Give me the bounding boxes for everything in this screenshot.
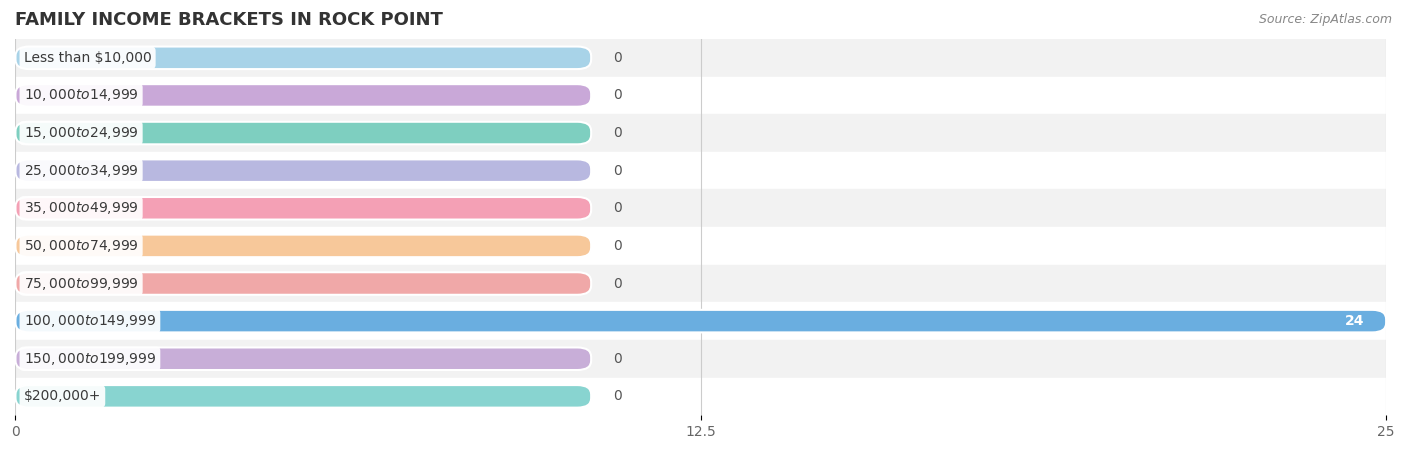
FancyBboxPatch shape — [15, 272, 591, 295]
Text: 0: 0 — [613, 239, 621, 253]
FancyBboxPatch shape — [15, 385, 591, 408]
Bar — [15, 152, 1386, 189]
Text: $25,000 to $34,999: $25,000 to $34,999 — [24, 162, 138, 179]
Text: 0: 0 — [613, 352, 621, 366]
Text: $150,000 to $199,999: $150,000 to $199,999 — [24, 351, 156, 367]
Text: 0: 0 — [613, 164, 621, 178]
Text: FAMILY INCOME BRACKETS IN ROCK POINT: FAMILY INCOME BRACKETS IN ROCK POINT — [15, 11, 443, 29]
Bar — [15, 340, 1386, 378]
FancyBboxPatch shape — [15, 197, 591, 220]
FancyBboxPatch shape — [15, 122, 591, 144]
Text: 0: 0 — [613, 51, 621, 65]
Text: 0: 0 — [613, 276, 621, 291]
Text: 0: 0 — [613, 389, 621, 403]
FancyBboxPatch shape — [15, 310, 1386, 333]
Bar — [15, 227, 1386, 265]
Bar — [15, 76, 1386, 114]
Text: 0: 0 — [613, 126, 621, 140]
Text: Source: ZipAtlas.com: Source: ZipAtlas.com — [1258, 14, 1392, 27]
Bar — [15, 189, 1386, 227]
Text: $100,000 to $149,999: $100,000 to $149,999 — [24, 313, 156, 329]
Bar — [15, 114, 1386, 152]
Text: 24: 24 — [1344, 314, 1364, 328]
FancyBboxPatch shape — [15, 159, 591, 182]
Text: Less than $10,000: Less than $10,000 — [24, 51, 152, 65]
Bar — [15, 265, 1386, 302]
FancyBboxPatch shape — [15, 234, 591, 257]
Text: $200,000+: $200,000+ — [24, 389, 101, 403]
Bar — [15, 39, 1386, 76]
Text: $10,000 to $14,999: $10,000 to $14,999 — [24, 87, 138, 104]
Text: $15,000 to $24,999: $15,000 to $24,999 — [24, 125, 138, 141]
FancyBboxPatch shape — [15, 84, 591, 107]
Bar — [15, 378, 1386, 415]
FancyBboxPatch shape — [15, 347, 591, 370]
Text: $75,000 to $99,999: $75,000 to $99,999 — [24, 275, 138, 292]
Text: $50,000 to $74,999: $50,000 to $74,999 — [24, 238, 138, 254]
Text: $35,000 to $49,999: $35,000 to $49,999 — [24, 200, 138, 216]
FancyBboxPatch shape — [15, 46, 591, 69]
Text: 0: 0 — [613, 201, 621, 215]
Text: 0: 0 — [613, 88, 621, 103]
Bar — [15, 302, 1386, 340]
